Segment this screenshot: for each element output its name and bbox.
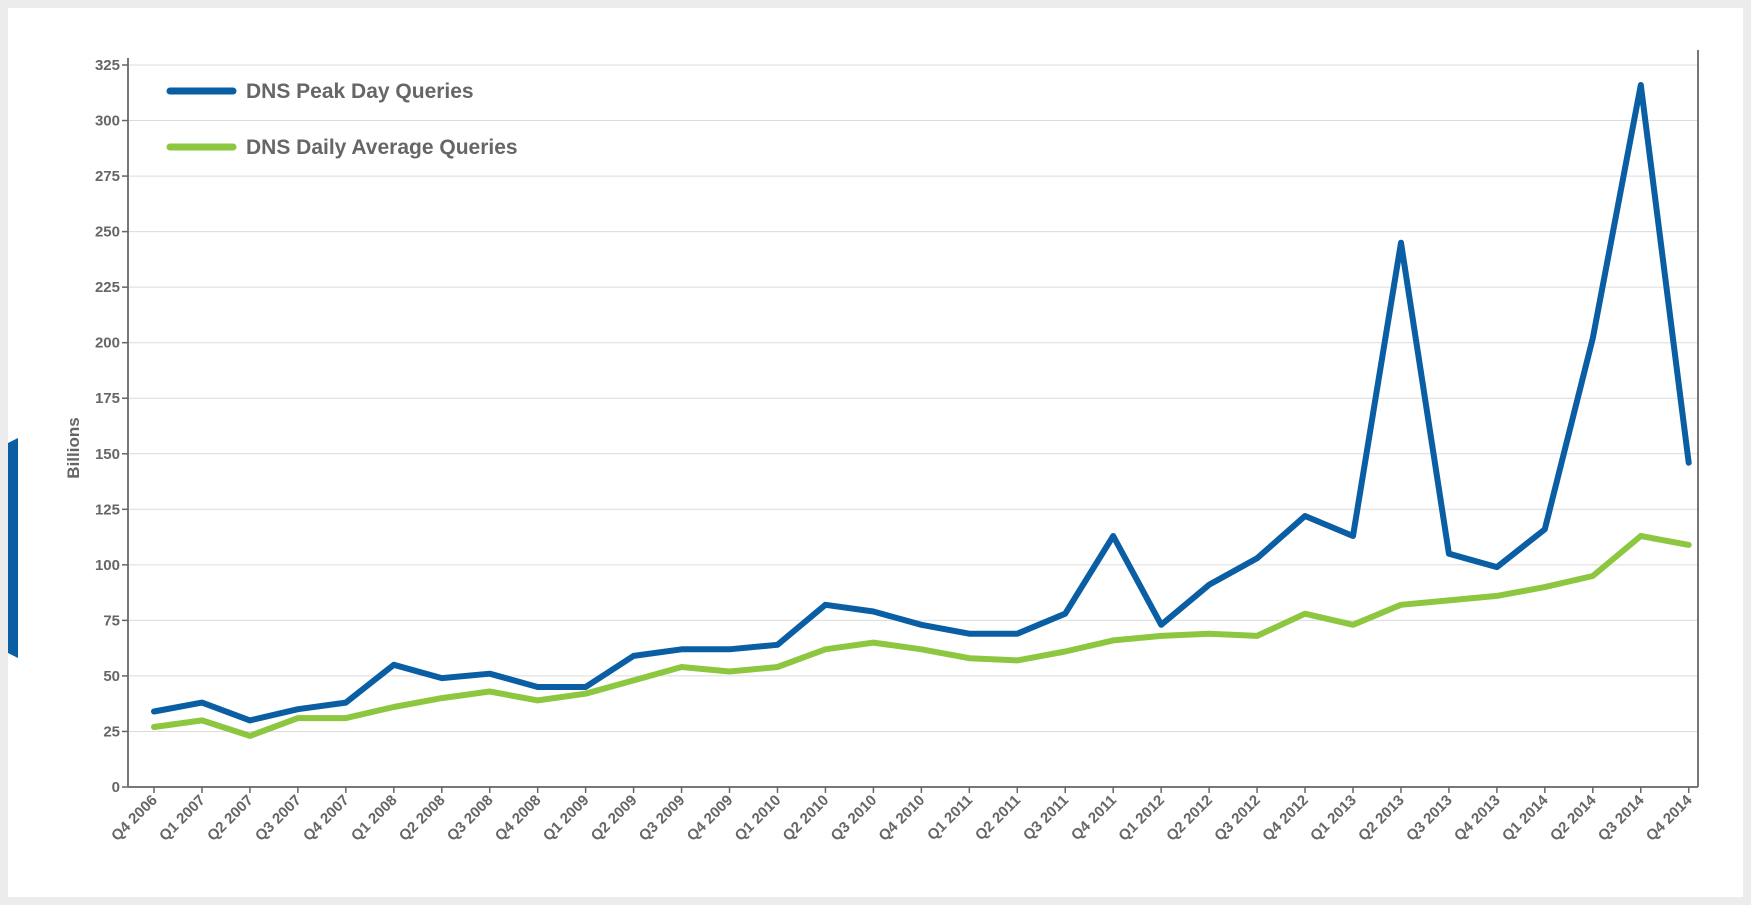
series-line	[151, 533, 1692, 739]
x-tick-label: Q1 2007	[156, 792, 209, 845]
y-tick-label: 125	[95, 501, 120, 518]
y-tick-label: 150	[95, 446, 120, 463]
x-tick-label: Q1 2012	[1115, 792, 1168, 845]
x-tick-label: Q4 2010	[875, 792, 928, 845]
x-tick-label: Q2 2012	[1163, 792, 1216, 845]
series-line	[151, 82, 1692, 724]
x-tick-label: Q4 2014	[1643, 791, 1696, 844]
x-tick-label: Q1 2010	[732, 792, 785, 845]
y-tick-label: 75	[103, 612, 120, 629]
x-tick-label: Q1 2011	[924, 792, 976, 844]
x-tick-label: Q2 2014	[1547, 791, 1600, 844]
x-tick-label: Q3 2008	[444, 792, 497, 845]
x-tick-label: Q2 2011	[972, 792, 1024, 844]
x-tick-label: Q1 2014	[1499, 791, 1552, 844]
x-tick-label: Q2 2007	[204, 792, 257, 845]
x-tick-label: Q2 2010	[780, 792, 833, 845]
y-tick-label: 275	[95, 168, 120, 185]
x-tick-label: Q3 2012	[1211, 792, 1264, 845]
x-tick-label: Q4 2008	[492, 792, 545, 845]
y-tick-label: 200	[95, 335, 120, 352]
x-tick-label: Q1 2008	[348, 792, 401, 845]
x-tick-label: Q3 2014	[1595, 791, 1648, 844]
y-tick-label: 50	[103, 668, 120, 685]
x-tick-label: Q2 2008	[396, 792, 449, 845]
y-tick-label: 25	[103, 723, 120, 740]
x-tick-label: Q4 2007	[300, 792, 353, 845]
x-tick-label: Q4 2006	[108, 792, 161, 845]
grid-lines	[128, 64, 1698, 788]
y-tick-label: 250	[95, 224, 120, 241]
y-tick-label: 100	[95, 557, 120, 574]
x-tick-label: Q2 2013	[1355, 792, 1408, 845]
x-tick-label: Q3 2007	[252, 792, 305, 845]
side-accent	[8, 438, 18, 658]
chart-card: 0 25 50 75 100 125 150 175 200 225 250 275 300 325 Q4…	[8, 8, 1743, 897]
x-tick-label: Q3 2010	[828, 792, 881, 845]
x-tick-label: Q4 2013	[1451, 792, 1504, 845]
x-tick-label: Q2 2009	[588, 792, 641, 845]
y-tick-label: 300	[95, 113, 120, 130]
y-tick-label: 225	[95, 279, 120, 296]
x-tick-label: Q3 2013	[1403, 792, 1456, 845]
x-tick-label: Q1 2009	[540, 792, 593, 845]
x-tick-label: Q3 2009	[636, 792, 689, 845]
legend: DNS Peak Day Queries DNS Daily Average Qu…	[166, 80, 518, 159]
y-axis-title: Billions	[64, 417, 83, 478]
legend-label: DNS Daily Average Queries	[246, 136, 518, 159]
y-tick-label: 175	[95, 390, 120, 407]
legend-label: DNS Peak Day Queries	[246, 80, 474, 103]
x-tick-label: Q4 2011	[1068, 792, 1120, 844]
y-tick-label: 325	[95, 57, 120, 74]
x-tick-label: Q1 2013	[1307, 792, 1360, 845]
x-tick-label: Q3 2011	[1020, 792, 1072, 844]
line-chart: 0 25 50 75 100 125 150 175 200 225 250 275 300 325 Q4…	[8, 50, 1699, 845]
x-tick-label: Q4 2009	[684, 792, 737, 845]
series-lines	[151, 82, 1692, 739]
y-tick-label: 0	[112, 779, 120, 796]
y-axis-ticks: 0 25 50 75 100 125 150 175 200 225 250 275 300 325	[95, 57, 128, 796]
x-tick-label: Q4 2012	[1259, 792, 1312, 845]
axes	[127, 50, 1699, 788]
